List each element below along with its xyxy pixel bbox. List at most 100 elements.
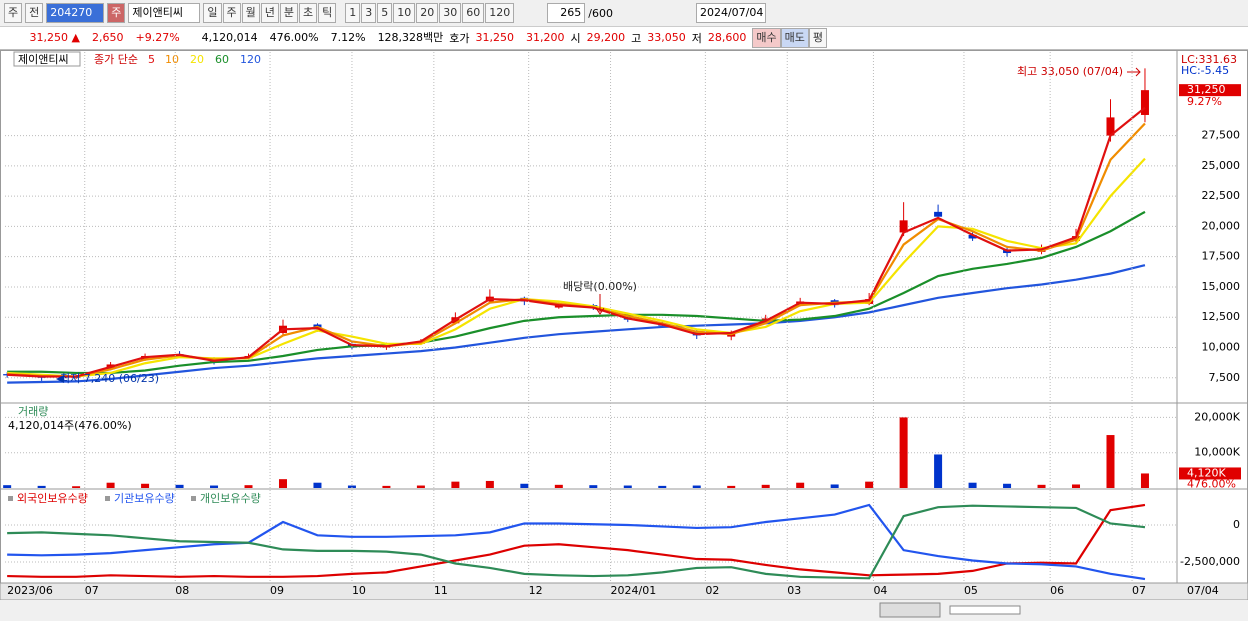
candle-body <box>554 305 563 308</box>
volume-bar <box>589 485 598 488</box>
minute-button[interactable]: 120 <box>485 3 515 23</box>
code-input[interactable]: 204270 <box>46 3 105 23</box>
chart-title: 제이앤티씨 <box>18 53 69 66</box>
minute-button[interactable]: 10 <box>393 3 416 23</box>
sell-button[interactable]: 매도 <box>780 28 809 48</box>
low: 28,600 <box>707 31 747 44</box>
ownership-line <box>7 503 1146 581</box>
x-tick-label: 04 <box>873 584 887 597</box>
period-select[interactable]: 주 <box>4 3 23 23</box>
volume-bar <box>313 482 322 488</box>
scroll-buttons[interactable] <box>879 602 941 618</box>
y-tick-label: 20,000 <box>1202 219 1241 232</box>
legend-entry: 120 <box>240 53 261 66</box>
ask: 31,250 <box>475 31 515 44</box>
ownership-line <box>7 503 1146 578</box>
x-tick-label: 03 <box>787 584 801 597</box>
interval-button[interactable]: 년 <box>260 3 279 23</box>
volume-bar <box>416 485 425 488</box>
volume-bar <box>485 480 494 488</box>
y-tick-label: 15,000 <box>1202 280 1241 293</box>
ownership-line <box>7 504 1146 580</box>
y-tick-label: 10,000K <box>1194 446 1240 459</box>
buy-button[interactable]: 매수 <box>752 28 781 48</box>
volume-bar <box>520 483 529 488</box>
volume-bar <box>244 485 253 488</box>
bid: 31,200 <box>526 31 565 44</box>
change-label: 9.27% <box>1187 95 1222 108</box>
stock-name: 제이앤티씨 <box>128 3 201 23</box>
annotation: 최고 33,050 (07/04) <box>1017 65 1123 78</box>
x-tick-label: 10 <box>352 584 366 597</box>
y-tick-label: 0 <box>1233 518 1240 531</box>
interval-button[interactable]: 틱 <box>318 3 337 23</box>
volume-bar <box>1140 473 1149 488</box>
volume-bar <box>865 481 874 488</box>
avg-button[interactable]: 평 <box>808 28 828 48</box>
volume-bar <box>347 485 356 488</box>
y-tick-label: -2,500,000 <box>1180 555 1240 568</box>
volume-bar <box>727 485 736 488</box>
volume-bar <box>37 485 46 488</box>
ask-label: 호가 <box>449 32 470 45</box>
volume-bar <box>382 485 391 488</box>
minute-button[interactable]: 30 <box>439 3 462 23</box>
y-tick-label: 27,500 <box>1202 129 1241 142</box>
open-label: 시 <box>570 32 581 45</box>
count-input[interactable]: 265 <box>547 3 586 23</box>
minute-group: 1 3 5 10 20 30 60 120 <box>345 3 515 23</box>
minute-button[interactable]: 60 <box>462 3 485 23</box>
legend-entry: 기관보유수량 <box>114 492 175 505</box>
candle-body <box>934 211 943 217</box>
volume-bar <box>210 485 219 488</box>
minute-button[interactable]: 3 <box>361 3 377 23</box>
last-ratio-label: 476.00% <box>1187 477 1236 490</box>
last-volume-box <box>1179 467 1241 480</box>
title-box <box>13 51 81 67</box>
candle-body <box>1140 90 1149 115</box>
name-button[interactable]: 주 <box>107 3 126 23</box>
candle-body <box>1106 117 1115 136</box>
volume-bar <box>934 454 943 488</box>
date-input[interactable]: 2024/07/04 <box>695 3 766 23</box>
legend-title: 종가 단순 <box>94 53 138 66</box>
minute-button[interactable]: 1 <box>345 3 361 23</box>
amount: 128,328백만 <box>377 31 444 44</box>
scroll-bar[interactable] <box>0 600 1248 621</box>
interval-button[interactable]: 주 <box>222 3 241 23</box>
volume-bar <box>72 486 81 488</box>
annotation-arrow <box>595 294 605 315</box>
price-tag: LC:331.63 <box>1181 53 1237 66</box>
volume-bar <box>278 479 287 488</box>
interval-button[interactable]: 초 <box>299 3 318 23</box>
volume-bar <box>554 484 563 488</box>
interval-button[interactable]: 월 <box>241 3 260 23</box>
volume-bar <box>623 485 632 488</box>
x-tick-label: 07 <box>85 584 99 597</box>
last-price-label: 31,250 <box>1187 83 1226 96</box>
volume-bar <box>451 481 460 488</box>
zoom-slider[interactable] <box>949 605 1021 615</box>
frame <box>0 50 1248 600</box>
ma-line <box>7 106 1146 378</box>
annotation-arrow <box>1127 67 1141 77</box>
volume-bar <box>899 417 908 488</box>
legend-entry: 5 <box>148 53 155 66</box>
pane-subtitle: 4,120,014주(476.00%) <box>8 419 132 432</box>
ma-line <box>7 210 1146 375</box>
minute-button[interactable]: 5 <box>377 3 393 23</box>
candle-body <box>968 234 977 239</box>
interval-button[interactable]: 분 <box>279 3 298 23</box>
interval-button[interactable]: 일 <box>203 3 222 23</box>
quote-bar: 31,250 ▲ 2,650 +9.27% 4,120,014 476.00% … <box>0 27 1248 50</box>
legend-entry: 20 <box>190 53 204 66</box>
y-tick-label: 20,000K <box>1194 410 1240 423</box>
legend-entry: 외국인보유수량 <box>17 492 88 505</box>
volume-bar <box>106 482 115 488</box>
mode-button[interactable]: 전 <box>25 3 44 23</box>
volume-bar <box>830 484 839 488</box>
minute-button[interactable]: 20 <box>416 3 439 23</box>
